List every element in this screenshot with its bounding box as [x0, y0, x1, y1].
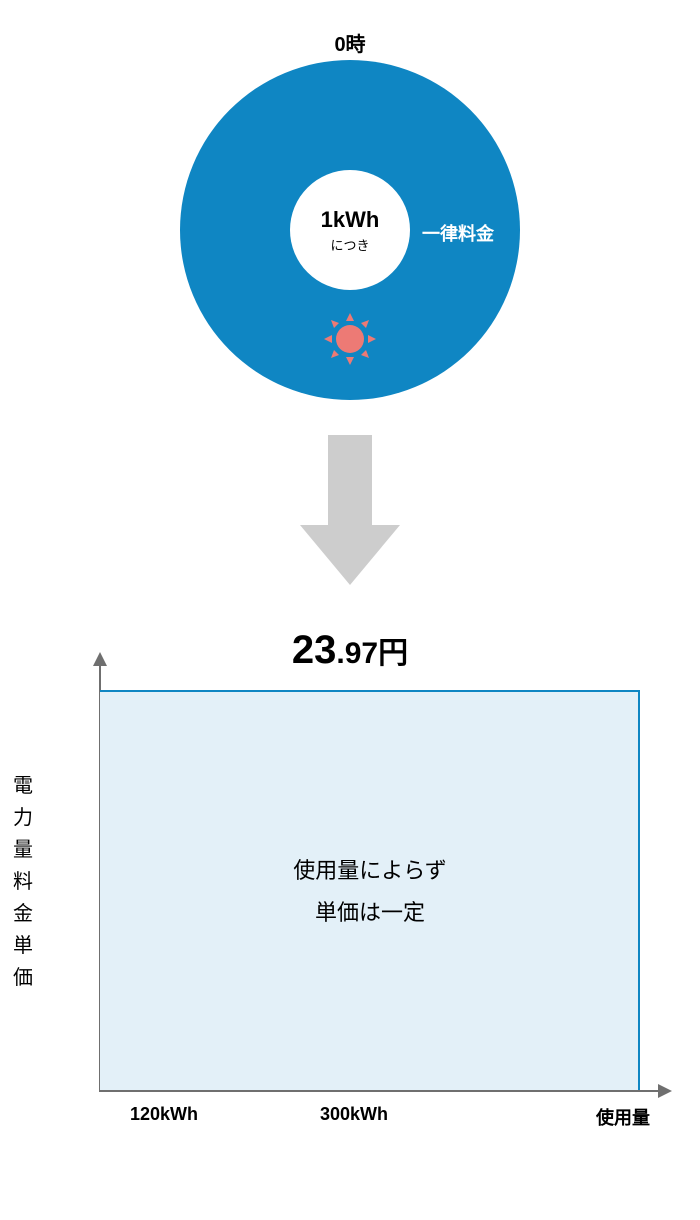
y-axis-arrow-icon	[93, 652, 107, 666]
x-tick-1: 120kWh	[130, 1104, 198, 1125]
chart-inner-line1: 使用量によらず	[100, 850, 640, 892]
y-axis-label: 電力量料金単価	[12, 770, 34, 994]
flat-rate-chart: 電力量料金単価 使用量によらず 単価は一定 120kWh 300kWh 使用量	[60, 680, 650, 1140]
arrow-down-icon	[300, 435, 400, 590]
ring-label: 一律料金	[422, 220, 494, 246]
moon-icon	[320, 88, 380, 153]
center-sub: につき	[330, 235, 369, 254]
chart-inner-line2: 単価は一定	[100, 892, 640, 934]
chart-inner-text: 使用量によらず 単価は一定	[100, 850, 640, 934]
rate-donut: 1kWh につき 一律料金	[180, 60, 520, 400]
clock-top-label: 0時	[334, 28, 365, 57]
x-axis-line	[99, 1090, 659, 1092]
x-axis-arrow-icon	[658, 1084, 672, 1098]
sun-icon	[322, 311, 378, 372]
price-integer: 23	[292, 628, 337, 672]
donut-ring: 1kWh につき 一律料金	[180, 60, 520, 400]
donut-center: 1kWh につき	[290, 170, 410, 290]
x-axis-label: 使用量	[596, 1104, 650, 1130]
x-tick-2: 300kWh	[320, 1104, 388, 1125]
center-unit: 1kWh	[321, 207, 380, 233]
price-decimal: .97円	[336, 637, 408, 670]
price-value: 23.97円	[292, 628, 408, 673]
